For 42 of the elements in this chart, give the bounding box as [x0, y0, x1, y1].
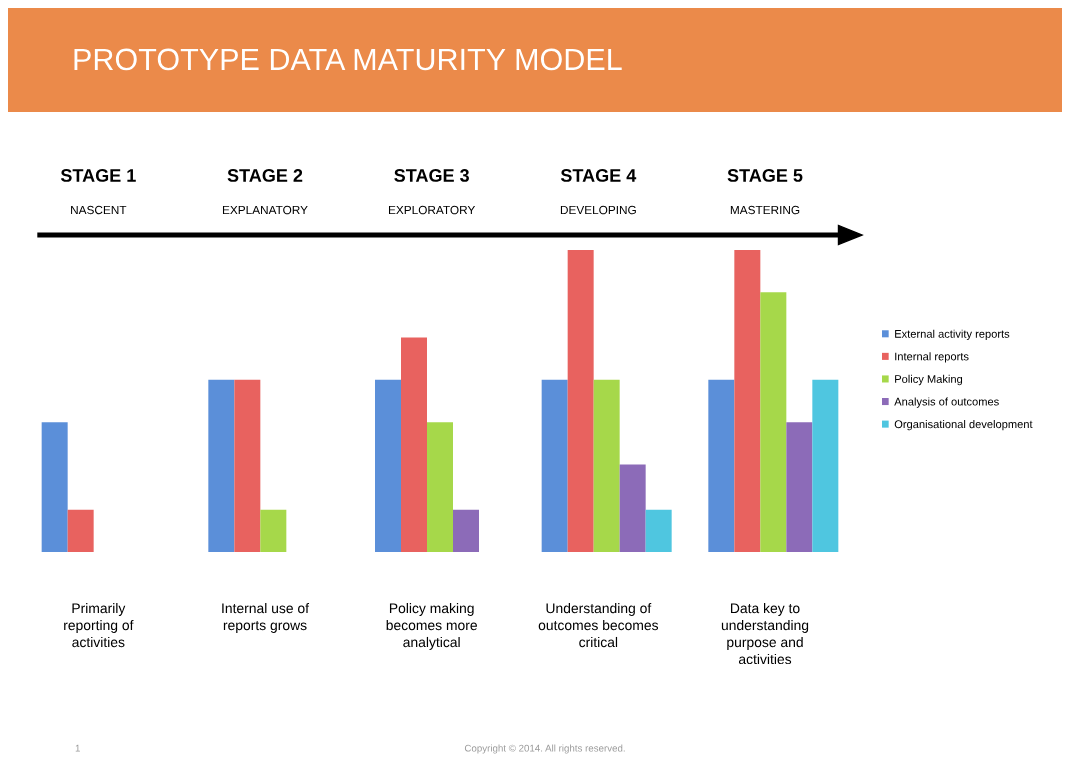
- legend-label: Internal reports: [895, 352, 969, 363]
- bar: [645, 509, 672, 552]
- bar: [375, 379, 401, 552]
- text: Understanding of outcomes becomes critical: [538, 603, 659, 648]
- legend-label: External activity reports: [895, 329, 1010, 341]
- chart-title: PROTOTYPE DATA MATURITY MODEL: [74, 48, 622, 71]
- text: NASCENT: [71, 205, 127, 215]
- bar: [734, 250, 761, 552]
- text: DEVELOPING: [560, 205, 636, 215]
- bar: [619, 464, 646, 552]
- bar: [401, 337, 427, 552]
- bar: [260, 509, 287, 552]
- text: Primarily reporting of activities: [64, 603, 134, 648]
- text: Internal use of reports grows: [222, 603, 310, 633]
- bar: [760, 292, 787, 552]
- x-tick-label: STAGE 3: [394, 169, 469, 182]
- x-tick-label: STAGE 2: [227, 169, 303, 182]
- text: EXPLORATORY: [388, 205, 476, 215]
- bar: [541, 379, 568, 552]
- x-tick-label: STAGE 5: [727, 169, 803, 182]
- bar: [786, 422, 813, 552]
- text: Policy making becomes more analytical: [386, 603, 477, 650]
- bar: [708, 379, 735, 552]
- bar: [67, 509, 94, 552]
- bar: [567, 250, 594, 552]
- bar: [427, 422, 453, 552]
- bar: [453, 509, 479, 552]
- legend-label: Organisational development: [894, 419, 1033, 431]
- text: 1: [75, 744, 80, 752]
- bar: [593, 379, 620, 552]
- x-tick-label: STAGE 4: [560, 169, 637, 182]
- bar: [812, 379, 839, 552]
- bar: [208, 379, 235, 552]
- legend-label: Analysis of outcomes: [894, 397, 999, 408]
- bar: [41, 422, 68, 552]
- text: Copyright © 2014. All rights reserved.: [464, 744, 625, 754]
- bar: [234, 379, 261, 552]
- text: EXPLANATORY: [222, 205, 308, 215]
- text: MASTERING: [730, 205, 800, 215]
- x-tick-label: STAGE 1: [60, 169, 136, 182]
- legend-label: Policy Making: [895, 374, 963, 386]
- text: Data key to understanding purpose and activities: [721, 603, 809, 665]
